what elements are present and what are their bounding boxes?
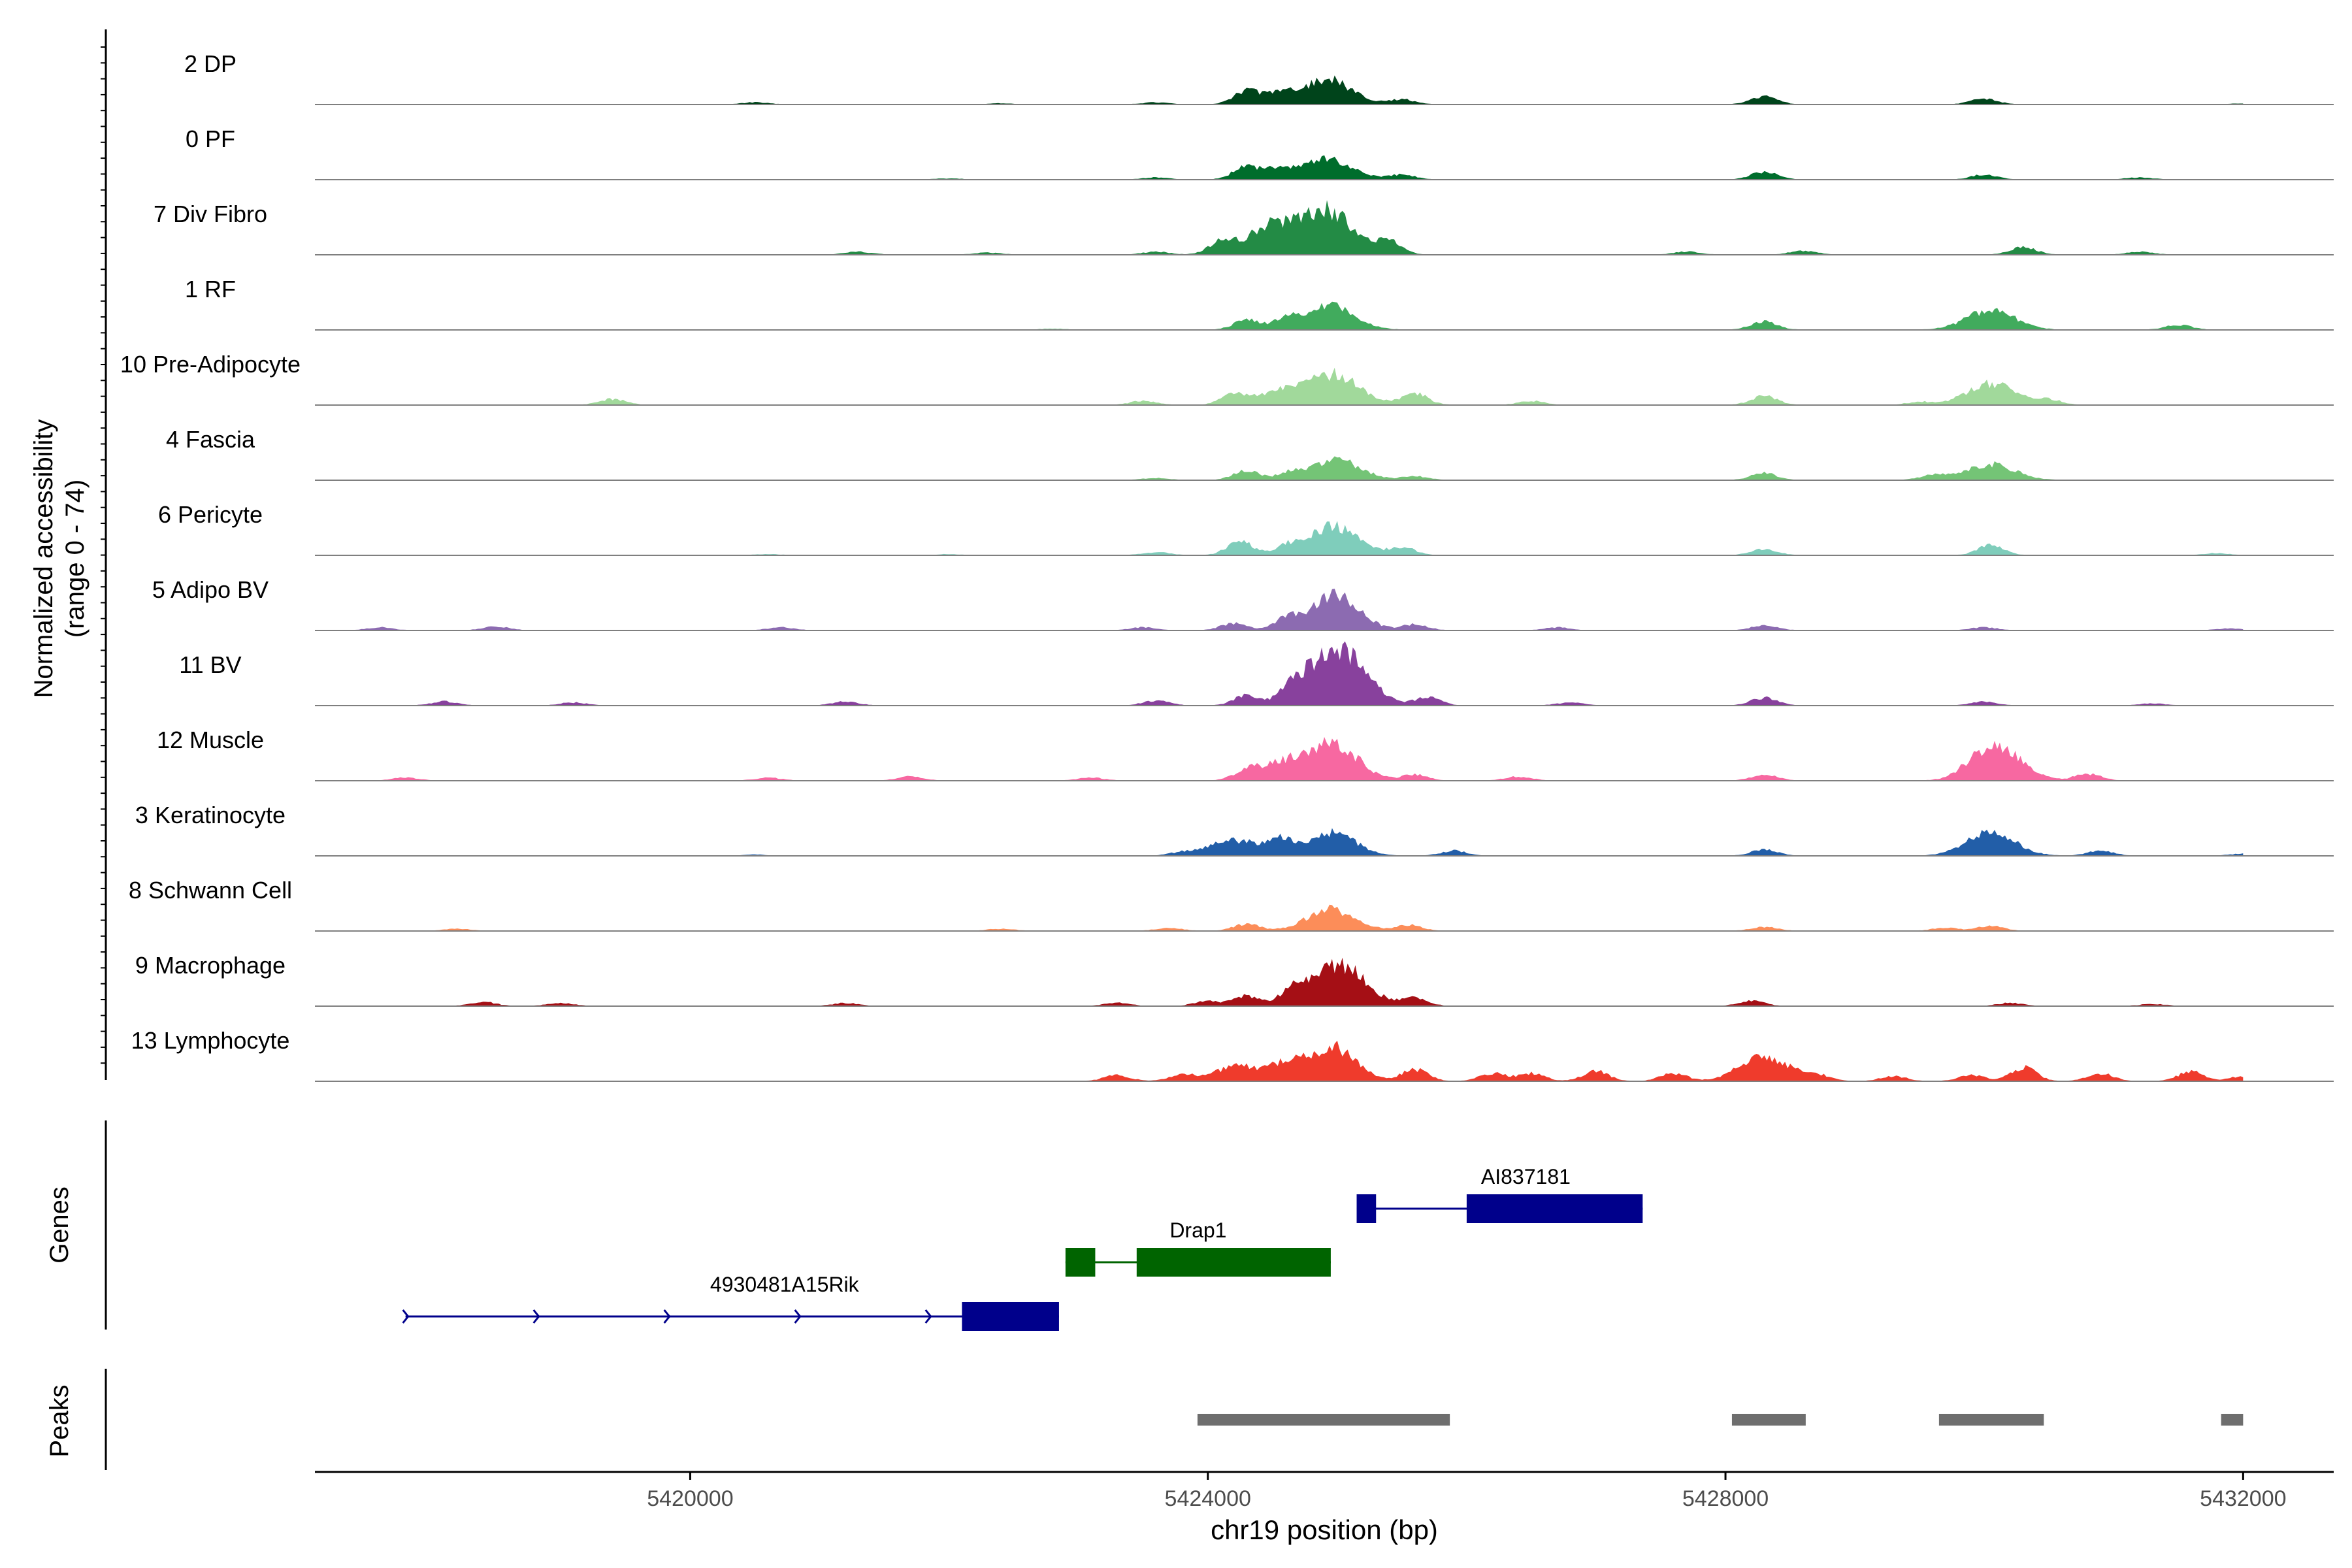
strand-arrow-icon [402,1309,410,1324]
track-label: 9 Macrophage [135,952,286,979]
y-axis-label-line2: (range 0 - 74) [61,480,90,638]
track-area-3 [327,200,2244,255]
track-label: 1 RF [185,276,236,302]
gene-label: 4930481A15Rik [710,1273,860,1296]
strand-arrow-icon [532,1309,540,1324]
track-label: 5 Adipo BV [152,576,269,603]
gene-exon-2-1 [1065,1248,1096,1277]
track-label: 12 Muscle [157,727,264,753]
x-axis-title: chr19 position (bp) [1211,1514,1438,1545]
coverage-tracks: 2 DP 0 PF 7 Div Fibro 1 RF 10 Pre-Adipocyte 4… [120,50,2334,1082]
track-area-1 [327,75,2244,105]
track-label: 6 Pericyte [158,501,263,528]
x-tick-label: 5432000 [2200,1486,2286,1511]
track-area-2 [327,155,2244,180]
x-tick-label: 5424000 [1165,1486,1251,1511]
peak-region-2 [1731,1414,1806,1426]
track-label: 8 Schwann Cell [129,877,292,904]
track-area-5 [327,367,2244,405]
track-label: 7 Div Fibro [154,201,267,227]
track-label: 2 DP [184,50,237,77]
gene-label: Drap1 [1169,1218,1226,1242]
strand-arrow-icon [924,1309,932,1324]
coverage-y-axis-ticks [101,46,106,1064]
peak-track [1197,1414,2244,1426]
gene-exon-3-1 [1356,1194,1377,1223]
gene-exon-2-3 [1292,1248,1331,1277]
track-area-12 [327,904,2244,931]
track-area-10 [327,737,2244,781]
x-axis: 5420000 5424000 5428000 5432000 [315,1471,2334,1511]
gene-exon-1-1 [962,1302,1059,1331]
gene-exon-3-2 [1466,1194,1643,1223]
track-label: 10 Pre-Adipocyte [120,351,301,378]
peak-region-3 [1938,1414,2044,1426]
track-area-4 [327,301,2244,330]
gene-exon-2-2 [1136,1248,1294,1277]
gene-track: 4930481A15Rik Drap1 AI837181 [402,1165,1643,1331]
track-label: 3 Keratinocyte [135,802,286,828]
genes-axis-label: Genes [45,1186,74,1264]
track-label: 0 PF [186,125,235,152]
track-area-6 [327,456,2244,480]
peak-region-1 [1197,1414,1450,1426]
strand-arrow-icon [794,1309,802,1324]
track-label: 4 Fascia [166,426,255,453]
track-area-7 [327,521,2244,555]
track-label: 11 BV [179,651,241,678]
y-axis-label-line1: Normalized accessibility [29,419,58,698]
track-area-8 [327,589,2244,630]
x-tick-label: 5428000 [1682,1486,1769,1511]
track-area-11 [327,828,2244,856]
peaks-axis-label: Peaks [45,1384,74,1457]
x-tick-label: 5420000 [647,1486,733,1511]
track-label: 13 Lymphocyte [131,1027,290,1054]
strand-arrow-icon [663,1309,671,1324]
peak-region-4 [2221,1414,2244,1426]
track-area-9 [327,641,2244,706]
track-area-14 [327,1040,2244,1081]
gene-label: AI837181 [1481,1165,1571,1188]
track-area-13 [327,957,2244,1006]
